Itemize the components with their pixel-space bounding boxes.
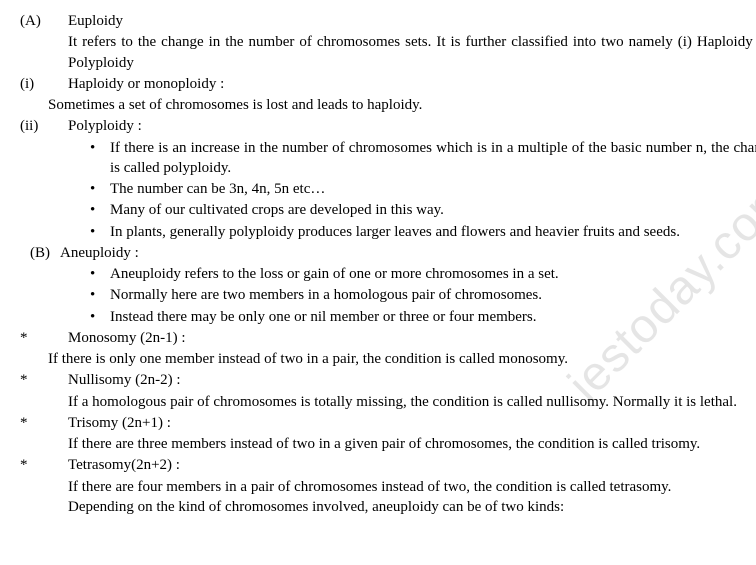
section-b-bullets: Aneuploidy refers to the loss or gain of… — [20, 264, 756, 327]
monosomy-desc: If there is only one member instead of t… — [20, 349, 756, 369]
item-ii-heading: (ii) Polyploidy : — [20, 116, 756, 136]
item-i-heading: (i) Haploidy or monoploidy : — [20, 74, 756, 94]
trisomy-title: Trisomy (2n+1) : — [68, 413, 756, 433]
bullet-item: Instead there may be only one or nil mem… — [110, 307, 756, 327]
tetrasomy-heading: * Tetrasomy(2n+2) : — [20, 455, 756, 475]
bullet-item: The number can be 3n, 4n, 5n etc… — [110, 179, 756, 199]
trisomy-heading: * Trisomy (2n+1) : — [20, 413, 756, 433]
section-b-marker: (B) — [30, 243, 60, 263]
tetrasomy-desc2: Depending on the kind of chromosomes inv… — [20, 497, 756, 517]
tetrasomy-desc1: If there are four members in a pair of c… — [20, 477, 756, 497]
tetrasomy-title: Tetrasomy(2n+2) : — [68, 455, 756, 475]
section-a-marker: (A) — [20, 11, 68, 31]
star-marker: * — [20, 455, 68, 475]
item-ii-marker: (ii) — [20, 116, 68, 136]
nullisomy-heading: * Nullisomy (2n-2) : — [20, 370, 756, 390]
item-ii-title: Polyploidy : — [68, 116, 756, 136]
bullet-item: In plants, generally polyploidy produces… — [110, 222, 756, 242]
bullet-item: Many of our cultivated crops are develop… — [110, 200, 756, 220]
nullisomy-desc: If a homologous pair of chromosomes is t… — [20, 392, 756, 412]
star-marker: * — [20, 328, 68, 348]
monosomy-title: Monosomy (2n-1) : — [68, 328, 756, 348]
star-marker: * — [20, 413, 68, 433]
section-a-desc: It refers to the change in the number of… — [20, 32, 756, 73]
bullet-item: Normally here are two members in a homol… — [110, 285, 756, 305]
item-ii-bullets: If there is an increase in the number of… — [20, 138, 756, 242]
trisomy-desc: If there are three members instead of tw… — [20, 434, 756, 454]
section-a-heading: (A) Euploidy — [20, 11, 756, 31]
section-b-title: Aneuploidy : — [60, 243, 756, 263]
star-marker: * — [20, 370, 68, 390]
monosomy-heading: * Monosomy (2n-1) : — [20, 328, 756, 348]
item-i-marker: (i) — [20, 74, 68, 94]
bullet-item: Aneuploidy refers to the loss or gain of… — [110, 264, 756, 284]
section-b-heading: (B) Aneuploidy : — [20, 243, 756, 263]
nullisomy-title: Nullisomy (2n-2) : — [68, 370, 756, 390]
section-a-title: Euploidy — [68, 11, 756, 31]
item-i-desc: Sometimes a set of chromosomes is lost a… — [20, 95, 756, 115]
bullet-item: If there is an increase in the number of… — [110, 138, 756, 179]
item-i-title: Haploidy or monoploidy : — [68, 74, 756, 94]
